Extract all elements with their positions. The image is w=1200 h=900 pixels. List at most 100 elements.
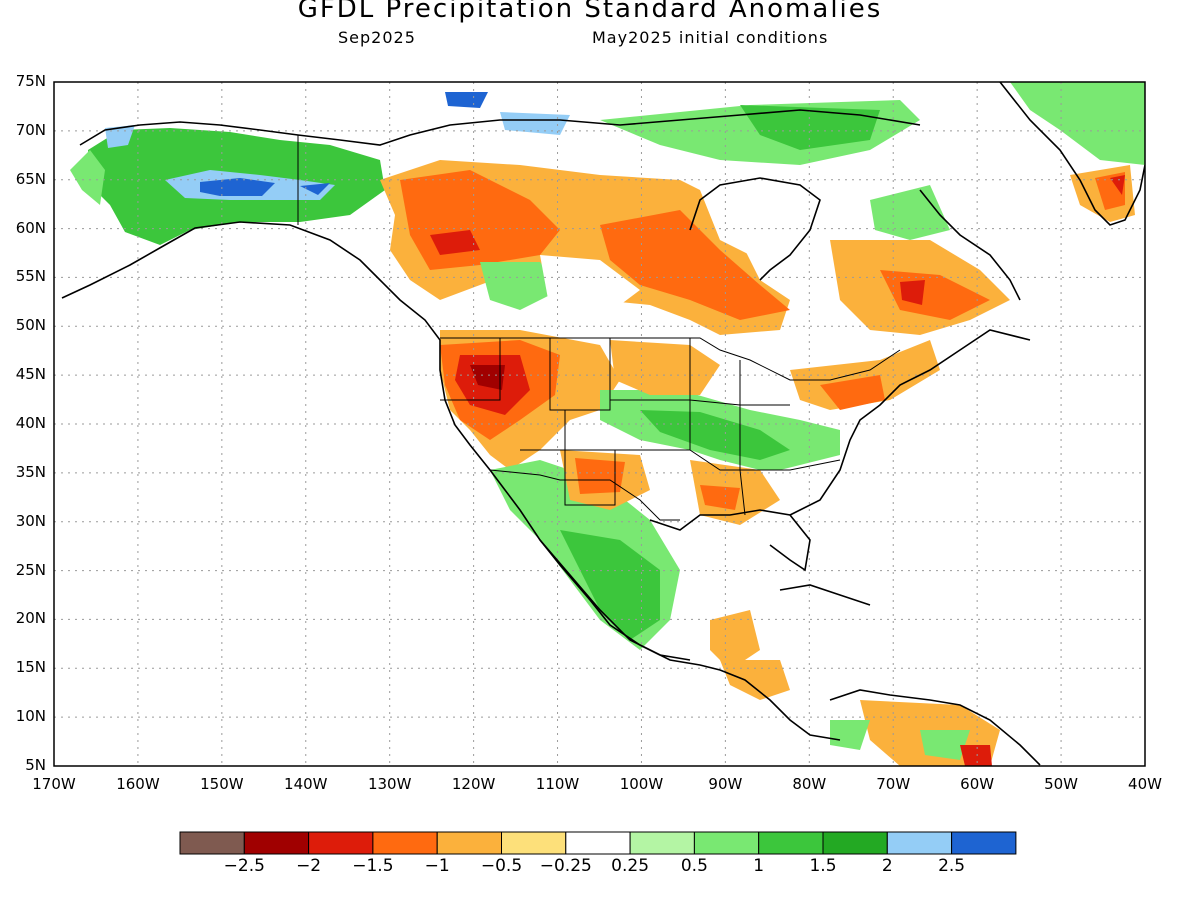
lat-tick-label: 30N [15, 511, 46, 530]
lon-tick-label: 120W [451, 775, 496, 793]
anomaly-region-centralam-dry [720, 660, 790, 700]
lon-tick-label: 140W [284, 775, 328, 793]
lon-tick-label: 70W [876, 775, 911, 793]
border-states-4 [564, 410, 616, 506]
anomaly-region-yucatan-dry [710, 610, 760, 670]
colorbar-tick-label: 2.5 [938, 856, 966, 876]
lon-tick-label: 110W [535, 775, 580, 793]
coast-mexico-pacific [539, 539, 691, 661]
coast-east [789, 329, 1031, 516]
lon-tick-label: 150W [200, 775, 244, 793]
colorbar-swatch [372, 831, 438, 855]
lon-tick-label: 90W [708, 775, 743, 793]
colorbar-tick-label: 1.5 [809, 856, 837, 876]
lat-tick-label: 55N [15, 267, 46, 286]
lat-tick-label: 45N [15, 365, 46, 384]
colorbar-tick-label: 0.5 [680, 856, 708, 876]
coast-canada-arctic [297, 109, 921, 146]
lon-tick-label: 50W [1044, 775, 1079, 793]
border-states-2 [549, 338, 611, 411]
colorbar-swatch [565, 831, 631, 855]
colorbar-swatch [758, 831, 824, 855]
colorbar-tick-label: −0.5 [480, 856, 523, 876]
lon-tick-label: 80W [792, 775, 827, 793]
anomaly-region-quebec-red [900, 280, 925, 305]
lat-tick-label: 70N [15, 120, 46, 139]
colorbar-swatch [501, 831, 567, 855]
anomaly-region-west-darkred [470, 365, 505, 390]
anomaly-region-south-dry2 [700, 485, 740, 510]
colorbar-swatch [822, 831, 888, 855]
coast-southamerica [829, 689, 1041, 766]
anomaly-region-mexico-wet [560, 530, 660, 640]
lat-tick-label: 60N [15, 218, 46, 237]
colorbar-tick-label: −2.5 [223, 856, 265, 876]
anomaly-region-arizona-dry2 [575, 458, 625, 494]
anomaly-region-arctic-blue [445, 92, 488, 108]
border-states-5 [610, 399, 790, 406]
border-us-canada [440, 337, 901, 381]
coast-gulf [649, 509, 811, 572]
lon-tick-label: 130W [367, 775, 412, 793]
coast-greenland [999, 82, 1145, 226]
anomaly-region-greenland-dry3 [1110, 175, 1125, 195]
coast-alaska [61, 221, 841, 741]
colorbar-tick-label: −1 [424, 856, 450, 876]
anomaly-region-greenland-green [1010, 82, 1145, 165]
anomaly-region-canada-red [430, 230, 480, 255]
anomaly-region-northeast-dry2 [820, 375, 885, 410]
coast-cuba [779, 584, 871, 606]
anomaly-region-southam-wet [920, 730, 970, 760]
colorbar-swatch [436, 831, 503, 855]
anomaly-region-alaska-blue2 [300, 183, 330, 195]
anomaly-region-alaska-north-blue [105, 125, 135, 148]
lat-tick-label: 10N [15, 707, 46, 726]
lat-tick-label: 15N [15, 658, 46, 677]
graticule [54, 82, 1145, 766]
colorbar-swatch [693, 831, 760, 855]
border-states-1 [440, 338, 501, 401]
political-borders [297, 135, 901, 521]
lon-tick-label: 170W [32, 775, 76, 793]
lat-tick-label: 25N [15, 560, 46, 579]
lat-tick-label: 20N [15, 609, 46, 628]
anomaly-region-plains-dry [610, 340, 720, 395]
anomaly-field [70, 82, 1145, 766]
anomaly-region-canada-wet [480, 262, 560, 310]
colorbar-tick-label: −2 [296, 856, 322, 876]
anomaly-region-labrador-wet [870, 185, 950, 240]
map-title: GFDL Precipitation Standard Anomalies [297, 0, 883, 24]
anomaly-region-southam-red [960, 745, 992, 766]
colorbar-tick-label: 1 [753, 856, 765, 876]
colorbar-tick-label: −1.5 [352, 856, 394, 876]
anomaly-region-canada-dry3 [600, 210, 790, 320]
coastlines [61, 82, 1145, 766]
forecast-month: Sep2025 [338, 28, 416, 47]
colorbar-swatch [886, 831, 953, 855]
initial-conditions: May2025 initial conditions [592, 28, 829, 47]
anomaly-region-arctic-lightblue [500, 112, 570, 135]
anomaly-region-canada-white [540, 255, 640, 320]
lat-tick-label: 40N [15, 414, 46, 432]
lat-tick-label: 5N [25, 756, 46, 774]
anomaly-region-arctic-green-dark [740, 105, 880, 150]
lat-tick-label: 75N [15, 72, 46, 90]
lat-tick-label: 35N [15, 462, 46, 481]
coast-labrador [919, 189, 1021, 301]
colorbar-tick-label: −0.25 [539, 856, 592, 876]
colorbar-swatch [179, 831, 245, 855]
coast-alaska-north [79, 121, 299, 146]
coast-hudson [689, 177, 821, 281]
anomaly-region-alaska-wet-light [70, 150, 105, 205]
colorbar-tick-label: 0.25 [611, 856, 650, 876]
anomaly-region-central-wet2 [640, 410, 790, 460]
lon-tick-label: 100W [619, 775, 664, 793]
anomaly-region-hudson-white [700, 175, 820, 260]
border-us-mexico [489, 469, 680, 521]
colorbar-tick-label: 2 [881, 856, 893, 876]
colorbar-swatch [308, 831, 374, 855]
anomaly-region-southam-white [830, 720, 870, 750]
colorbar-swatch [629, 831, 695, 855]
colorbar-swatch [243, 831, 310, 855]
